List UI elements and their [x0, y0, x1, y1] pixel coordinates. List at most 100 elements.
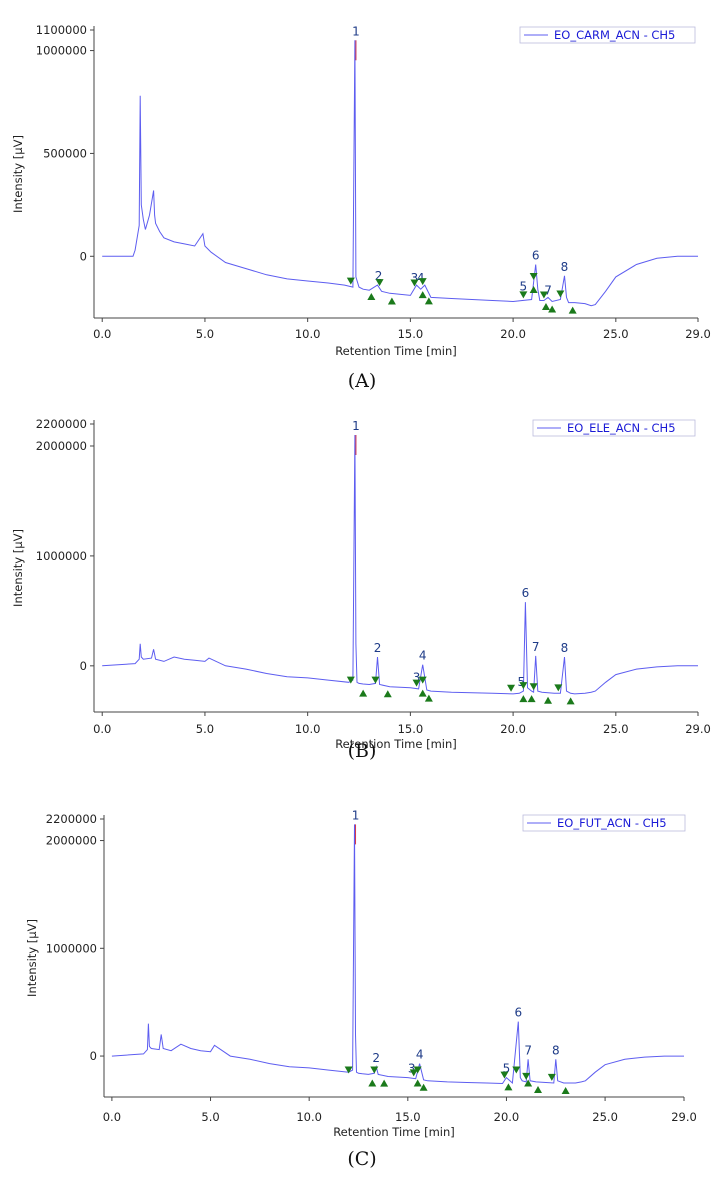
peak-label: 7	[544, 283, 552, 297]
caption-c: (C)	[347, 1148, 377, 1170]
integration-end-marker	[359, 689, 368, 697]
peak-label: 6	[522, 586, 530, 600]
integration-start-marker	[529, 273, 538, 280]
x-axis-title: Retention Time [min]	[335, 737, 457, 750]
y-tick-label: 500000	[43, 146, 87, 160]
x-tick-label: 0.0	[93, 722, 111, 736]
integration-start-marker	[413, 1066, 422, 1074]
x-tick-label: 20.0	[500, 722, 526, 736]
x-tick-label: 5.0	[201, 1110, 219, 1124]
integration-start-marker	[522, 1072, 531, 1080]
x-tick-label: 15.0	[395, 1110, 421, 1124]
integration-end-marker	[541, 302, 550, 310]
integration-start-marker	[346, 277, 355, 285]
peak-label: 2	[374, 641, 382, 655]
y-tick-label: 2000000	[46, 834, 97, 848]
peak-label: 3	[413, 671, 421, 685]
integration-end-marker	[544, 696, 553, 704]
integration-end-marker	[419, 1083, 428, 1091]
integration-start-marker	[556, 290, 565, 298]
x-tick-label: 20.0	[494, 1110, 520, 1124]
chromatogram-c: 0 1000000 2000000 2200000 0.0 5.0 10.0 15.0 20.0…	[25, 808, 697, 1139]
integration-end-marker	[387, 297, 396, 305]
peak-label: 6	[532, 249, 540, 263]
y-tick-label: 0	[80, 659, 87, 673]
x-tick-label: 0.0	[103, 1110, 121, 1124]
chromatogram-b: 0 1000000 2000000 2200000 0.0 5.0 10.0 15.0 20.0…	[11, 417, 711, 750]
caption-a: (A)	[347, 370, 377, 392]
x-tick-label: 29.0	[685, 327, 711, 341]
integration-start-marker	[410, 279, 419, 287]
x-axis-title: Retention Time [min]	[333, 1125, 455, 1139]
y-tick-label: 1000000	[36, 44, 87, 58]
integration-end-marker	[424, 297, 433, 305]
legend-box	[522, 814, 686, 832]
chromatogram-trace	[102, 434, 698, 695]
x-tick-label: 15.0	[398, 722, 424, 736]
integration-start-marker	[519, 291, 528, 299]
peak-label: 6	[514, 1006, 522, 1020]
peak-label: 4	[419, 649, 427, 663]
y-axis-title: Intensity [µV]	[25, 919, 39, 997]
legend-label: EO_ELE_ACN - CH5	[567, 421, 676, 435]
legend-box	[519, 26, 696, 44]
integration-start-marker	[412, 679, 421, 687]
integration-end-marker	[527, 695, 536, 703]
integration-end-marker	[413, 1079, 422, 1087]
x-tick-label: 5.0	[196, 722, 214, 736]
integration-end-marker	[367, 292, 376, 300]
peak-label: 1	[352, 808, 360, 822]
peak-label: 3	[411, 271, 419, 285]
x-tick-label: 25.0	[603, 722, 629, 736]
caption-b: (B)	[347, 740, 377, 762]
x-tick-label: 0.0	[93, 327, 111, 341]
chromatogram-trace	[111, 824, 684, 1085]
integration-end-marker	[519, 695, 528, 703]
x-tick-label: 5.0	[196, 327, 214, 341]
y-tick-label: 0	[90, 1049, 97, 1063]
integration-start-marker	[500, 1071, 509, 1079]
chromatogram-a: 0 500000 1000000 1100000 0.0 5.0 10.0 15.0 20.0 2…	[11, 23, 711, 358]
peak-label: 5	[520, 279, 528, 293]
integration-start-marker	[539, 291, 548, 299]
peak-label: 3	[408, 1062, 416, 1076]
y-tick-label: 1100000	[36, 23, 87, 37]
integration-start-marker	[344, 1066, 353, 1074]
x-tick-label: 25.0	[603, 327, 629, 341]
integration-start-marker	[346, 676, 355, 684]
integration-end-marker	[424, 694, 433, 702]
x-tick-label: 15.0	[398, 327, 424, 341]
integration-start-marker	[529, 683, 538, 691]
peak-label: 7	[532, 640, 540, 654]
chromatogram-panel-a: 0 500000 1000000 1100000 0.0 5.0 10.0 15.0 20.0 2…	[0, 0, 720, 400]
x-tick-label: 10.0	[295, 327, 321, 341]
y-axis-title: Intensity [µV]	[11, 135, 25, 213]
integration-end-marker	[524, 1079, 533, 1087]
integration-end-marker	[548, 305, 557, 313]
peak-label: 5	[503, 1062, 511, 1076]
integration-start-marker	[519, 682, 528, 690]
y-tick-label: 2000000	[36, 439, 87, 453]
x-tick-label: 25.0	[592, 1110, 618, 1124]
integration-start-marker	[547, 1073, 556, 1081]
y-tick-label: 1000000	[46, 941, 97, 955]
x-tick-label: 10.0	[296, 1110, 322, 1124]
y-tick-label: 0	[80, 249, 87, 263]
legend-box	[532, 419, 696, 437]
y-tick-label: 2200000	[36, 417, 87, 431]
chromatogram-panel-c: 0 1000000 2000000 2200000 0.0 5.0 10.0 15.0 20.0…	[0, 795, 720, 1189]
y-axis-title: Intensity [µV]	[11, 529, 25, 607]
integration-start-marker	[418, 278, 427, 286]
integration-end-marker	[568, 306, 577, 314]
integration-end-marker	[383, 690, 392, 698]
integration-end-marker	[368, 1079, 377, 1087]
legend-label: EO_FUT_ACN - CH5	[557, 816, 667, 830]
integration-start-marker	[418, 676, 427, 684]
peak-label: 7	[524, 1043, 532, 1057]
integration-end-marker	[380, 1079, 389, 1087]
integration-start-marker	[554, 684, 563, 692]
peak-label: 8	[561, 641, 569, 655]
integration-start-marker	[507, 684, 516, 692]
x-tick-label: 10.0	[295, 722, 321, 736]
chromatogram-trace	[102, 40, 698, 307]
